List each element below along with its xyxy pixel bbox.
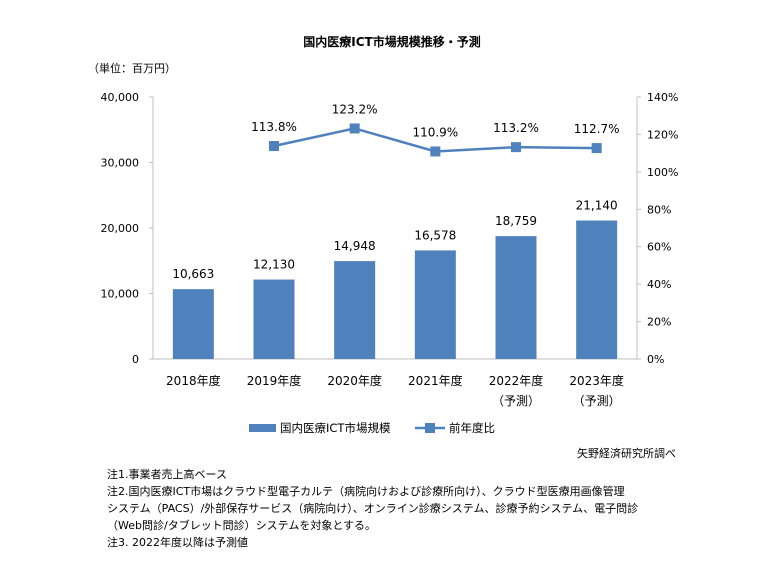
x-axis-labels: 2018年度 2019年度 2020年度 2021年度 2022年度 （予測） 2023年度… [166,373,624,408]
y-tick-label-right: 100% [647,166,678,179]
y-tick-label-right: 120% [647,128,678,141]
bar-value-label: 18,759 [495,214,537,228]
bar-value-label: 14,948 [334,239,376,253]
x-tick-label: 2019年度 [247,373,302,388]
bar-value-label: 12,130 [253,258,295,272]
bar-value-label: 21,140 [576,199,618,213]
x-tick-label: 2022年度 [489,373,544,388]
y-tick-label-left: 10,000 [101,288,140,301]
y-tick-label-right: 40% [647,278,671,291]
legend-swatch-marker [425,423,435,433]
note-line: システム（PACS）/外部保存サービス（病院向け）、オンライン診療システム、診療… [107,502,639,515]
x-tick-label: 2021年度 [408,373,463,388]
y-tick-label-left: 40,000 [101,91,140,104]
legend-label: 国内医療ICT市場規模 [280,421,391,435]
axes: 0 10,000 20,000 30,000 40,000 0% 20% 40% 60% 80% 1… [101,91,679,366]
y-tick-label-left: 30,000 [101,157,140,170]
legend-label: 前年度比 [449,421,495,435]
line-value-label: 113.2% [493,121,539,135]
notes: 注1.事業者売上高ベース 注2.国内医療ICT市場はクラウド型電子カルテ（病院向… [107,466,747,551]
x-tick-label: （予測） [492,394,540,408]
line-value-label: 112.7% [574,122,620,136]
x-tick-label: 2018年度 [166,373,221,388]
line-point [511,142,521,153]
y-tick-label-right: 140% [647,91,678,104]
bar [495,236,537,359]
y-tick-label-right: 20% [647,316,671,329]
unit-label: （単位：百万円） [88,61,176,75]
line-point [430,146,441,157]
line-point [591,143,602,154]
x-tick-label: 2023年度 [569,373,624,388]
bar [172,289,214,359]
note-line: 注1.事業者売上高ベース [107,468,227,481]
line-value-label: 123.2% [332,102,378,116]
x-tick-label: 2020年度 [327,373,382,388]
line-series: 113.8% 123.2% 110.9% 113.2% 112.7% [251,102,620,157]
source-text: 矢野経済研究所調べ [577,446,676,460]
y-tick-label-right: 80% [647,203,671,216]
bar [334,261,376,359]
note-line: 注2.国内医療ICT市場はクラウド型電子カルテ（病院向けおよび診療所向け）、クラ… [107,485,625,498]
y-tick-label-left: 0 [132,353,139,366]
line-value-label: 113.8% [251,120,297,134]
line-point [349,123,360,134]
note-line: 注3. 2022年度以降は予測値 [107,536,248,549]
bar [253,279,295,359]
bar [414,250,456,359]
chart-title: 国内医療ICT市場規模推移・予測 [303,34,480,49]
bar-series: 10,663 12,130 14,948 16,578 18,759 21,140 [172,199,618,359]
line-value-label: 110.9% [412,125,458,139]
y-tick-label-right: 0% [647,353,664,366]
note-line: （Web問診/タブレット問診）システムを対象とする。 [107,519,377,532]
x-tick-label: （予測） [573,394,621,408]
legend-swatch-bar [249,424,276,432]
line-point [269,141,279,152]
y-tick-label-right: 60% [647,241,671,254]
bar [576,220,618,359]
legend: 国内医療ICT市場規模 前年度比 [249,421,495,435]
bar-value-label: 10,663 [172,267,214,281]
y-tick-label-left: 20,000 [101,222,140,235]
bar-value-label: 16,578 [414,228,456,242]
